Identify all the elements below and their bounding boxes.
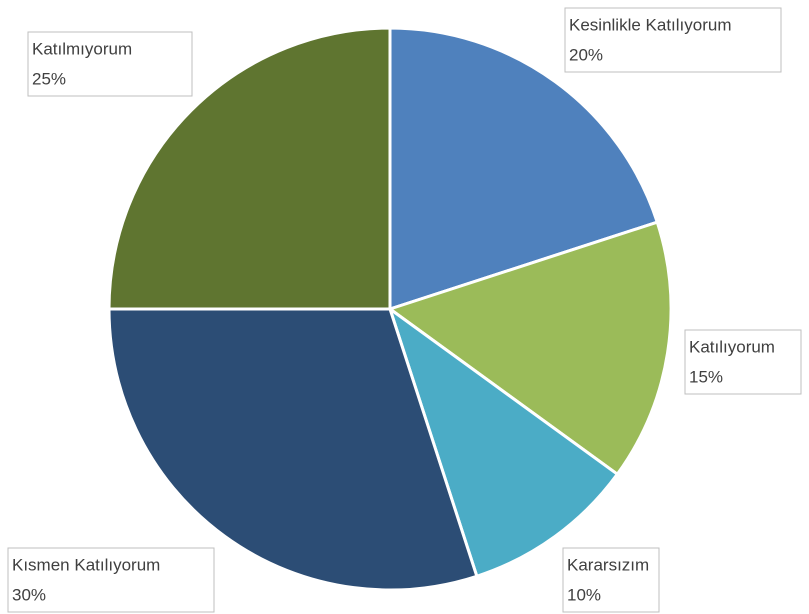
label-box (684, 329, 802, 395)
pie-slice (107, 307, 479, 592)
value-label: 15% (689, 367, 723, 386)
label-box (7, 547, 215, 613)
category-label: Kısmen Katılıyorum (12, 555, 160, 574)
pie-slice (388, 26, 660, 312)
label-box (562, 547, 660, 613)
value-label: 10% (567, 585, 601, 604)
value-label: 20% (569, 45, 603, 64)
label-box (564, 7, 782, 73)
category-label: Kararsızım (567, 555, 649, 574)
pie-slice (386, 220, 673, 477)
category-label: Kesinlikle Katılıyorum (569, 15, 732, 34)
category-label: Katılmıyorum (32, 39, 132, 58)
value-label: 25% (32, 69, 66, 88)
category-label: Katılıyorum (689, 337, 775, 356)
pie-slice (387, 305, 620, 579)
pie-slice (107, 26, 392, 311)
value-label: 30% (12, 585, 46, 604)
label-box (27, 31, 193, 97)
